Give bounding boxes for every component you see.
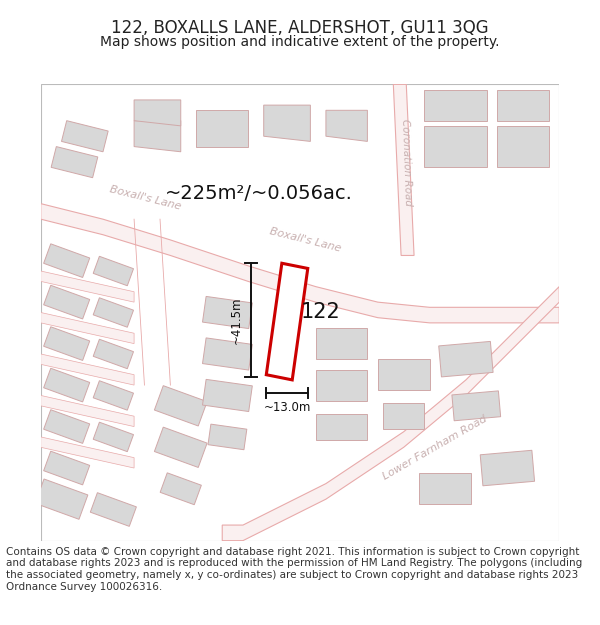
Polygon shape bbox=[160, 473, 202, 505]
Polygon shape bbox=[222, 287, 559, 541]
Polygon shape bbox=[44, 368, 90, 402]
Polygon shape bbox=[91, 492, 136, 526]
Text: Boxall's Lane: Boxall's Lane bbox=[269, 226, 343, 254]
Polygon shape bbox=[62, 121, 108, 152]
Polygon shape bbox=[41, 271, 134, 302]
Polygon shape bbox=[316, 328, 367, 359]
Text: 122: 122 bbox=[301, 302, 341, 322]
Polygon shape bbox=[316, 414, 367, 439]
Polygon shape bbox=[44, 244, 90, 278]
Polygon shape bbox=[394, 84, 414, 256]
Polygon shape bbox=[41, 437, 134, 468]
Text: ~225m²/~0.056ac.: ~225m²/~0.056ac. bbox=[164, 184, 352, 203]
Polygon shape bbox=[497, 89, 549, 121]
Polygon shape bbox=[497, 126, 549, 168]
Polygon shape bbox=[93, 339, 134, 369]
Polygon shape bbox=[44, 451, 90, 485]
Polygon shape bbox=[35, 479, 88, 519]
Polygon shape bbox=[154, 386, 207, 426]
Polygon shape bbox=[480, 450, 535, 486]
Text: Lower Farnham Road: Lower Farnham Road bbox=[381, 413, 489, 481]
Text: Map shows position and indicative extent of the property.: Map shows position and indicative extent… bbox=[100, 35, 500, 49]
Polygon shape bbox=[41, 396, 134, 426]
Polygon shape bbox=[316, 369, 367, 401]
Polygon shape bbox=[134, 121, 181, 152]
Polygon shape bbox=[93, 298, 134, 328]
Polygon shape bbox=[44, 327, 90, 361]
Polygon shape bbox=[41, 354, 134, 385]
Polygon shape bbox=[203, 379, 253, 411]
Polygon shape bbox=[203, 338, 253, 370]
Polygon shape bbox=[383, 403, 424, 429]
Polygon shape bbox=[134, 100, 181, 126]
Polygon shape bbox=[424, 89, 487, 121]
Text: Boxall's Lane: Boxall's Lane bbox=[108, 185, 182, 212]
Polygon shape bbox=[439, 341, 493, 377]
Polygon shape bbox=[51, 147, 98, 178]
Polygon shape bbox=[93, 256, 134, 286]
Text: ~41.5m: ~41.5m bbox=[230, 296, 243, 344]
Polygon shape bbox=[326, 110, 367, 141]
Text: Contains OS data © Crown copyright and database right 2021. This information is : Contains OS data © Crown copyright and d… bbox=[6, 547, 582, 592]
Text: Coronation Road: Coronation Road bbox=[400, 118, 413, 206]
Polygon shape bbox=[419, 473, 471, 504]
Polygon shape bbox=[208, 424, 247, 450]
Polygon shape bbox=[266, 263, 308, 380]
Polygon shape bbox=[41, 204, 559, 323]
Polygon shape bbox=[93, 381, 134, 410]
Text: 122, BOXALLS LANE, ALDERSHOT, GU11 3QG: 122, BOXALLS LANE, ALDERSHOT, GU11 3QG bbox=[111, 19, 489, 37]
Polygon shape bbox=[264, 105, 310, 141]
Polygon shape bbox=[41, 312, 134, 344]
Polygon shape bbox=[452, 391, 500, 421]
Polygon shape bbox=[203, 296, 253, 329]
Polygon shape bbox=[196, 110, 248, 147]
Polygon shape bbox=[378, 359, 430, 390]
Polygon shape bbox=[424, 126, 487, 168]
Polygon shape bbox=[44, 285, 90, 319]
Polygon shape bbox=[44, 410, 90, 443]
Polygon shape bbox=[154, 427, 207, 468]
Text: ~13.0m: ~13.0m bbox=[263, 401, 311, 414]
Polygon shape bbox=[93, 422, 134, 452]
